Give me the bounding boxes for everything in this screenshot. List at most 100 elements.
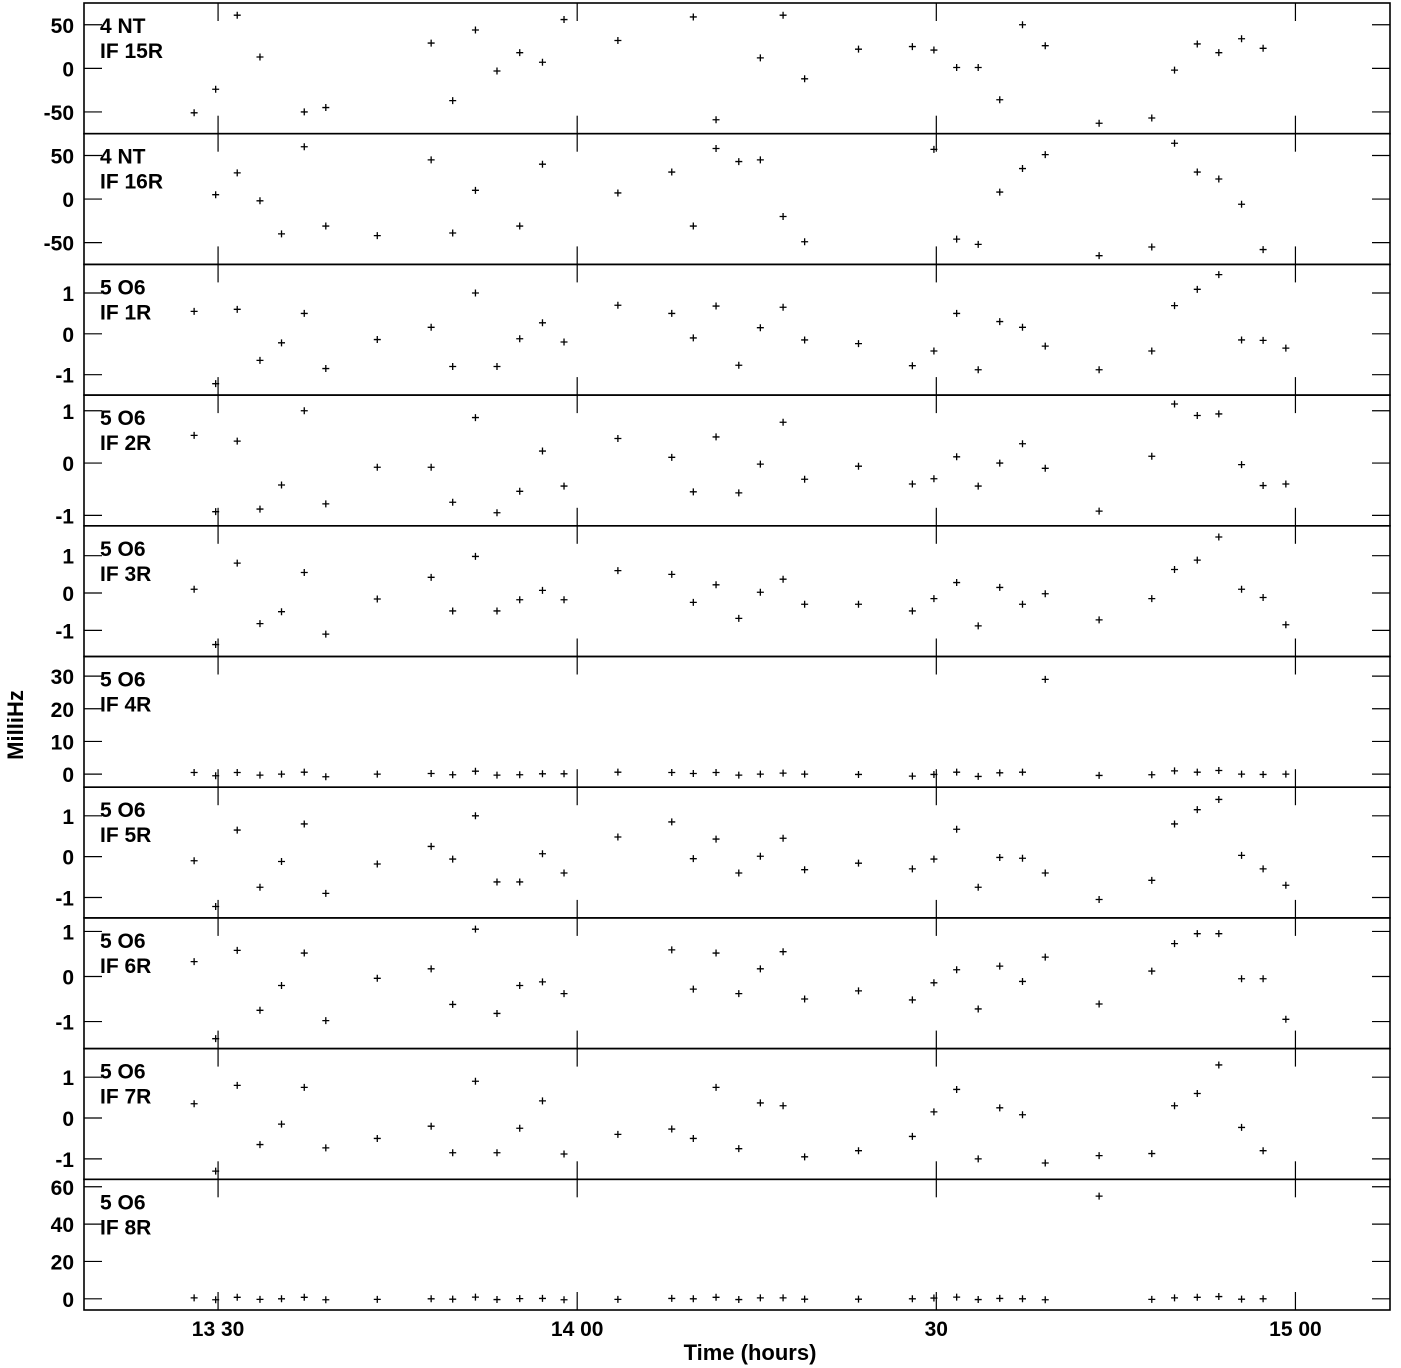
data-point — [212, 508, 220, 516]
panel-label-line1: 5 O6 — [100, 669, 146, 692]
data-point — [908, 996, 916, 1004]
data-point — [212, 1035, 220, 1043]
data-point — [560, 1150, 568, 1158]
data-point — [322, 889, 330, 897]
data-point — [427, 842, 435, 850]
data-point — [735, 1145, 743, 1153]
data-point — [953, 453, 961, 461]
data-point — [538, 978, 546, 986]
data-point — [1282, 344, 1290, 352]
data-point — [449, 1295, 457, 1303]
data-point — [668, 818, 676, 826]
data-point — [449, 97, 457, 105]
data-point — [1041, 675, 1049, 683]
panel-frame — [83, 1047, 1391, 1181]
data-point — [1171, 139, 1179, 147]
y-tick-label: 20 — [51, 1251, 74, 1274]
data-point — [190, 958, 198, 966]
data-point — [1095, 1192, 1103, 1200]
y-tick-label: 0 — [62, 847, 74, 870]
data-point — [1095, 252, 1103, 260]
data-point — [996, 459, 1004, 467]
data-point — [373, 1134, 381, 1142]
data-point — [1259, 770, 1267, 778]
data-point — [689, 769, 697, 777]
data-point — [1019, 977, 1026, 985]
data-point — [735, 489, 743, 497]
data-point — [855, 462, 863, 470]
data-point — [712, 1083, 720, 1091]
data-point — [212, 191, 220, 199]
data-point — [668, 570, 676, 578]
data-point — [373, 336, 381, 344]
data-point — [1041, 464, 1049, 472]
data-point — [756, 965, 764, 973]
data-point — [427, 323, 435, 331]
data-point — [471, 812, 479, 820]
data-point — [493, 1009, 501, 1017]
data-point — [1282, 1015, 1290, 1023]
panel-label-line2: IF 16R — [100, 171, 163, 194]
data-point — [1215, 1293, 1223, 1301]
y-tick-label: 1 — [62, 806, 74, 829]
data-point — [1193, 768, 1201, 776]
data-point — [516, 222, 524, 230]
data-point — [190, 768, 198, 776]
data-point — [1095, 119, 1103, 127]
data-point — [974, 240, 982, 248]
data-point — [996, 318, 1004, 326]
data-point — [779, 212, 787, 220]
data-point — [974, 622, 982, 630]
data-point — [1193, 168, 1201, 176]
data-point — [373, 1295, 381, 1303]
data-point — [855, 1147, 863, 1155]
data-point — [278, 230, 286, 238]
data-point — [953, 825, 961, 833]
data-point — [1238, 1123, 1246, 1131]
data-point — [278, 1295, 286, 1303]
data-point — [1148, 347, 1156, 355]
y-tick-label: 30 — [51, 666, 74, 689]
data-point — [560, 596, 568, 604]
data-point — [1041, 953, 1049, 961]
data-point — [930, 1294, 938, 1302]
data-point — [1282, 881, 1290, 889]
data-point — [427, 769, 435, 777]
data-point — [614, 768, 622, 776]
data-point — [756, 54, 764, 62]
data-point — [471, 1293, 479, 1301]
data-point — [493, 1149, 501, 1157]
data-point — [1193, 40, 1201, 48]
data-point — [908, 43, 916, 51]
data-point — [1259, 865, 1267, 873]
data-point — [756, 324, 764, 332]
data-point — [1193, 411, 1201, 419]
data-point — [322, 1296, 330, 1304]
data-point — [1259, 44, 1267, 52]
data-point — [1215, 1061, 1223, 1069]
panel-frame — [83, 1178, 1391, 1311]
data-point — [689, 855, 697, 863]
data-point — [930, 979, 938, 987]
data-point — [471, 1077, 479, 1085]
panel-frame — [83, 394, 1391, 527]
data-point — [1215, 795, 1223, 803]
data-point — [1171, 1294, 1179, 1302]
panel-frame — [83, 786, 1391, 919]
data-point — [1019, 600, 1026, 608]
data-point — [1193, 1293, 1201, 1301]
data-point — [373, 770, 381, 778]
data-point — [996, 1294, 1004, 1302]
data-point — [614, 434, 622, 442]
data-point — [449, 498, 457, 506]
data-point — [712, 1293, 720, 1301]
data-point — [1171, 66, 1179, 74]
data-point — [427, 1295, 435, 1303]
data-point — [1171, 820, 1179, 828]
data-point — [471, 925, 479, 933]
data-point — [190, 585, 198, 593]
data-point — [712, 949, 720, 957]
data-point — [735, 361, 743, 369]
y-tick-label: 0 — [62, 453, 74, 476]
data-point — [996, 583, 1004, 591]
